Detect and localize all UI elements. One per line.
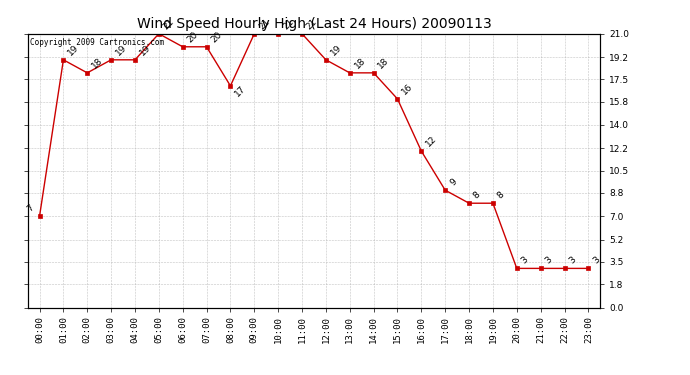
Text: 21: 21 — [305, 16, 319, 31]
Text: 3: 3 — [567, 255, 578, 266]
Text: 18: 18 — [353, 56, 367, 70]
Text: 21: 21 — [257, 16, 271, 31]
Text: 3: 3 — [520, 255, 530, 266]
Text: 8: 8 — [495, 190, 506, 200]
Text: 3: 3 — [544, 255, 554, 266]
Text: 8: 8 — [472, 190, 482, 200]
Text: 19: 19 — [138, 42, 152, 57]
Text: Copyright 2009 Cartronics.com: Copyright 2009 Cartronics.com — [30, 38, 165, 47]
Text: 7: 7 — [26, 203, 36, 213]
Text: 9: 9 — [448, 177, 458, 188]
Text: 12: 12 — [424, 134, 439, 148]
Text: 20: 20 — [186, 30, 200, 44]
Text: 21: 21 — [281, 16, 295, 31]
Text: 18: 18 — [90, 56, 104, 70]
Text: 19: 19 — [66, 42, 81, 57]
Text: 21: 21 — [161, 16, 176, 31]
Text: 16: 16 — [400, 82, 415, 96]
Text: 19: 19 — [328, 42, 343, 57]
Text: 3: 3 — [591, 255, 602, 266]
Text: 20: 20 — [209, 30, 224, 44]
Text: 19: 19 — [114, 42, 128, 57]
Text: 18: 18 — [376, 56, 391, 70]
Text: 17: 17 — [233, 84, 248, 98]
Title: Wind Speed Hourly High (Last 24 Hours) 20090113: Wind Speed Hourly High (Last 24 Hours) 2… — [137, 17, 491, 31]
